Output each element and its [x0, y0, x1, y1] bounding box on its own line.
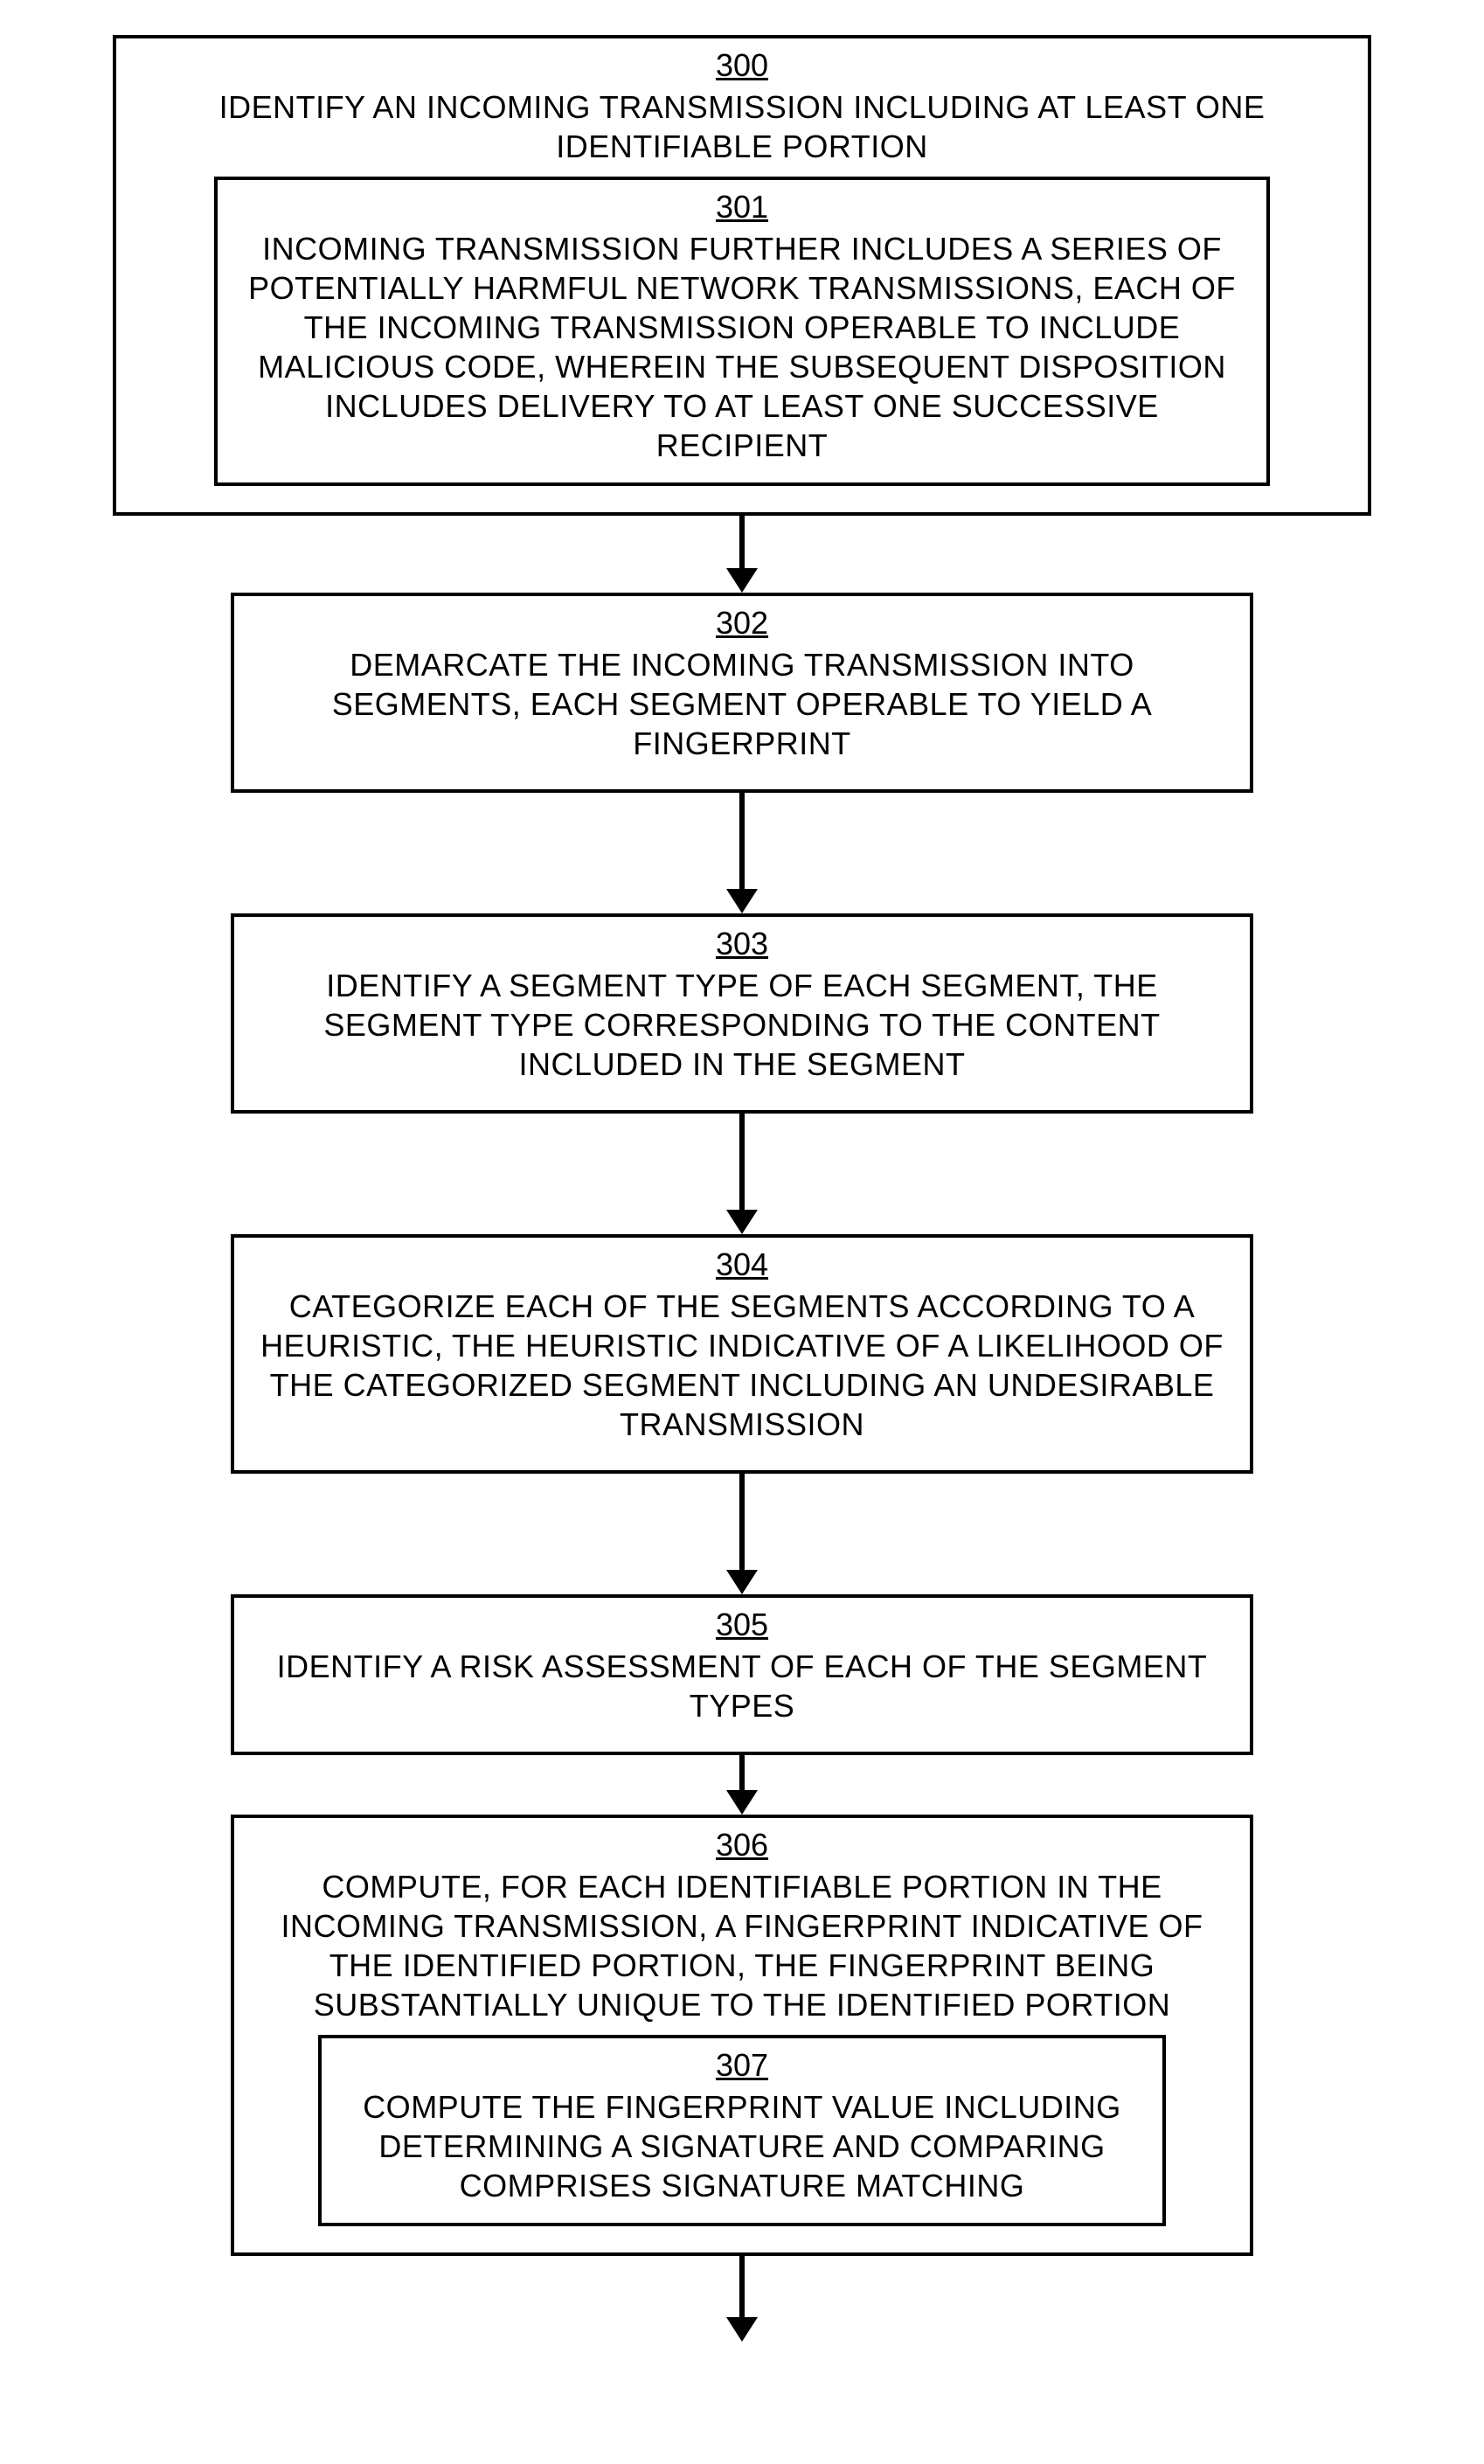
connector-line — [739, 793, 745, 889]
step-num: 304 — [260, 1246, 1224, 1283]
arrow-down-icon — [726, 1570, 758, 1594]
step-text: IDENTIFY AN INCOMING TRANSMISSION INCLUD… — [142, 87, 1342, 166]
connector-line — [739, 1474, 745, 1570]
connector-line — [739, 516, 745, 568]
connector — [726, 516, 758, 593]
arrow-down-icon — [726, 568, 758, 593]
arrow-down-icon — [726, 2317, 758, 2342]
connector-line — [739, 1755, 745, 1790]
step-num: 300 — [142, 47, 1342, 84]
connector — [726, 793, 758, 913]
connector-line — [739, 1114, 745, 1210]
connector — [726, 1114, 758, 1234]
step-text: DEMARCATE THE INCOMING TRANSMISSION INTO… — [260, 645, 1224, 763]
step-num: 307 — [348, 2047, 1136, 2084]
step-text: INCOMING TRANSMISSION FURTHER INCLUDES A… — [244, 229, 1239, 465]
step-num: 305 — [260, 1607, 1224, 1643]
connector-line — [739, 2256, 745, 2317]
step-num: 302 — [260, 605, 1224, 642]
step-303: 303 IDENTIFY A SEGMENT TYPE OF EACH SEGM… — [231, 913, 1253, 1114]
step-num: 301 — [244, 189, 1239, 226]
step-307: 307 COMPUTE THE FINGERPRINT VALUE INCLUD… — [318, 2035, 1166, 2226]
step-text: IDENTIFY A RISK ASSESSMENT OF EACH OF TH… — [260, 1647, 1224, 1725]
step-305: 305 IDENTIFY A RISK ASSESSMENT OF EACH O… — [231, 1594, 1253, 1755]
step-300: 300 IDENTIFY AN INCOMING TRANSMISSION IN… — [113, 35, 1371, 516]
step-text: COMPUTE, FOR EACH IDENTIFIABLE PORTION I… — [260, 1867, 1224, 2024]
step-num: 306 — [260, 1827, 1224, 1864]
step-text: CATEGORIZE EACH OF THE SEGMENTS ACCORDIN… — [260, 1287, 1224, 1444]
step-301: 301 INCOMING TRANSMISSION FURTHER INCLUD… — [214, 177, 1269, 486]
connector — [726, 1474, 758, 1594]
connector — [726, 1755, 758, 1815]
step-text: IDENTIFY A SEGMENT TYPE OF EACH SEGMENT,… — [260, 966, 1224, 1084]
arrow-down-icon — [726, 1210, 758, 1234]
flowchart: 300 IDENTIFY AN INCOMING TRANSMISSION IN… — [87, 35, 1397, 2342]
step-num: 303 — [260, 926, 1224, 962]
step-text: COMPUTE THE FINGERPRINT VALUE INCLUDING … — [348, 2087, 1136, 2205]
arrow-down-icon — [726, 1790, 758, 1815]
step-304: 304 CATEGORIZE EACH OF THE SEGMENTS ACCO… — [231, 1234, 1253, 1474]
step-302: 302 DEMARCATE THE INCOMING TRANSMISSION … — [231, 593, 1253, 793]
arrow-down-icon — [726, 889, 758, 913]
connector — [726, 2256, 758, 2342]
step-306: 306 COMPUTE, FOR EACH IDENTIFIABLE PORTI… — [231, 1815, 1253, 2256]
